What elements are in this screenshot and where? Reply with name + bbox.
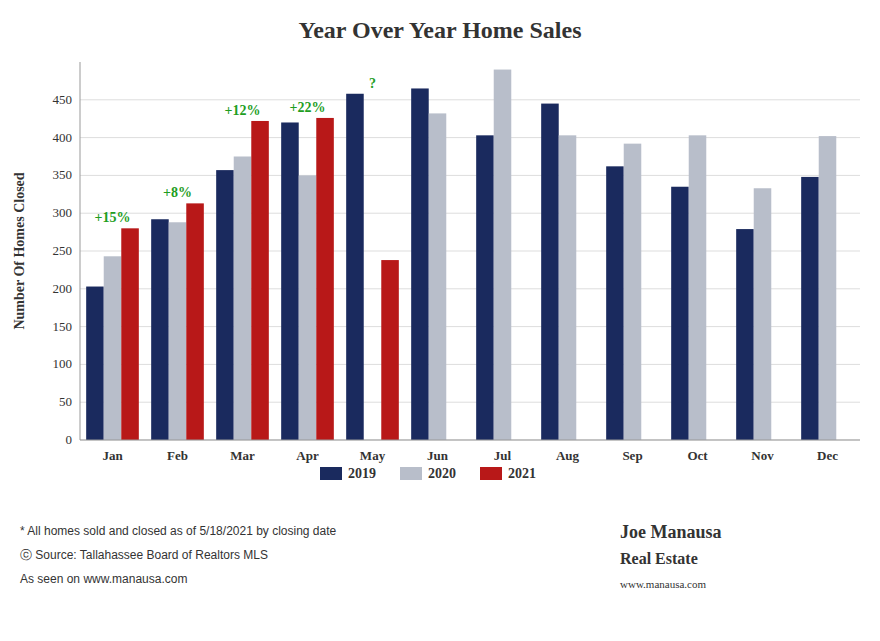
x-tick-label: Sep bbox=[622, 448, 642, 463]
brand-text: Real Estate bbox=[620, 550, 698, 567]
bar bbox=[624, 144, 642, 440]
y-tick-label: 450 bbox=[53, 92, 73, 107]
grid-line bbox=[80, 137, 860, 138]
x-tick-label: Jun bbox=[427, 448, 449, 463]
x-tick-label: Jan bbox=[102, 448, 123, 463]
bar bbox=[736, 229, 754, 440]
footer-note: ⓒ Source: Tallahassee Board of Realtors … bbox=[20, 548, 268, 562]
chart-container: Year Over Year Home Sales 0 50 100 150 200 250… bbox=[0, 0, 880, 641]
title: Year Over Year Home Sales bbox=[298, 17, 581, 43]
annotation: +8% bbox=[163, 185, 192, 200]
brand-text: Joe Manausa bbox=[620, 522, 722, 542]
bar bbox=[689, 135, 707, 440]
bar bbox=[234, 157, 252, 441]
bar bbox=[559, 135, 577, 440]
legend-swatch bbox=[320, 467, 342, 480]
legend-label: 2020 bbox=[428, 466, 456, 481]
grid bbox=[80, 100, 860, 440]
bar bbox=[251, 121, 269, 440]
bar bbox=[606, 166, 624, 440]
x-tick-label: Aug bbox=[556, 448, 580, 463]
grid-line bbox=[80, 440, 860, 441]
bar bbox=[429, 113, 447, 440]
footer-note: * All homes sold and closed as of 5/18/2… bbox=[20, 524, 337, 538]
footer-note: As seen on www.manausa.com bbox=[20, 572, 187, 586]
x-tick-label: Apr bbox=[296, 448, 319, 463]
legend-label: 2021 bbox=[508, 466, 536, 481]
grid-line bbox=[80, 99, 860, 100]
bar bbox=[121, 228, 139, 440]
bar bbox=[299, 175, 317, 440]
legend-label: 2019 bbox=[348, 466, 376, 481]
x-tick-label: May bbox=[360, 448, 386, 463]
bar bbox=[801, 177, 819, 440]
x-axis-line bbox=[80, 440, 860, 441]
y-tick-label: 0 bbox=[66, 432, 73, 447]
y-axis-label: Number Of Homes Closed bbox=[12, 172, 27, 329]
x-tick-label: Oct bbox=[687, 448, 708, 463]
annotation: +22% bbox=[290, 100, 326, 115]
bar bbox=[186, 203, 204, 440]
bar bbox=[169, 222, 187, 440]
x-tick-label: Jul bbox=[494, 448, 512, 463]
chart-svg: Year Over Year Home Sales 0 50 100 150 200 250… bbox=[0, 0, 880, 641]
bar bbox=[381, 260, 399, 440]
grid-line bbox=[80, 175, 860, 176]
annotation: ? bbox=[369, 76, 376, 91]
bar bbox=[494, 70, 512, 440]
annotation: +12% bbox=[225, 103, 261, 118]
annotation: +15% bbox=[95, 210, 131, 225]
brand-text: www.manausa.com bbox=[620, 578, 706, 590]
bar bbox=[316, 118, 334, 440]
bar bbox=[216, 170, 234, 440]
y-axis-line bbox=[80, 62, 81, 440]
bar bbox=[411, 88, 429, 440]
bar bbox=[346, 94, 364, 440]
bar bbox=[281, 122, 299, 440]
y-tick-label: 350 bbox=[53, 167, 73, 182]
x-tick-label: Mar bbox=[230, 448, 255, 463]
y-tick-label: 150 bbox=[53, 319, 73, 334]
bar bbox=[476, 135, 494, 440]
bar bbox=[104, 256, 122, 440]
y-tick-label: 200 bbox=[53, 281, 73, 296]
x-tick-label: Nov bbox=[751, 448, 774, 463]
bar bbox=[541, 104, 559, 440]
bar bbox=[819, 136, 837, 440]
y-tick-label: 250 bbox=[53, 243, 73, 258]
x-tick-label: Dec bbox=[817, 448, 838, 463]
y-tick-label: 50 bbox=[59, 394, 72, 409]
bar bbox=[754, 188, 772, 440]
y-tick-label: 100 bbox=[53, 356, 73, 371]
bar bbox=[151, 219, 169, 440]
y-tick-label: 400 bbox=[53, 130, 73, 145]
y-tick-label: 300 bbox=[53, 205, 73, 220]
legend-swatch bbox=[480, 467, 502, 480]
bars bbox=[86, 70, 836, 440]
bar bbox=[86, 287, 104, 440]
bar bbox=[671, 187, 689, 440]
x-tick-label: Feb bbox=[167, 448, 188, 463]
legend-swatch bbox=[400, 467, 422, 480]
legend: 2019 2020 2021 bbox=[320, 466, 536, 481]
